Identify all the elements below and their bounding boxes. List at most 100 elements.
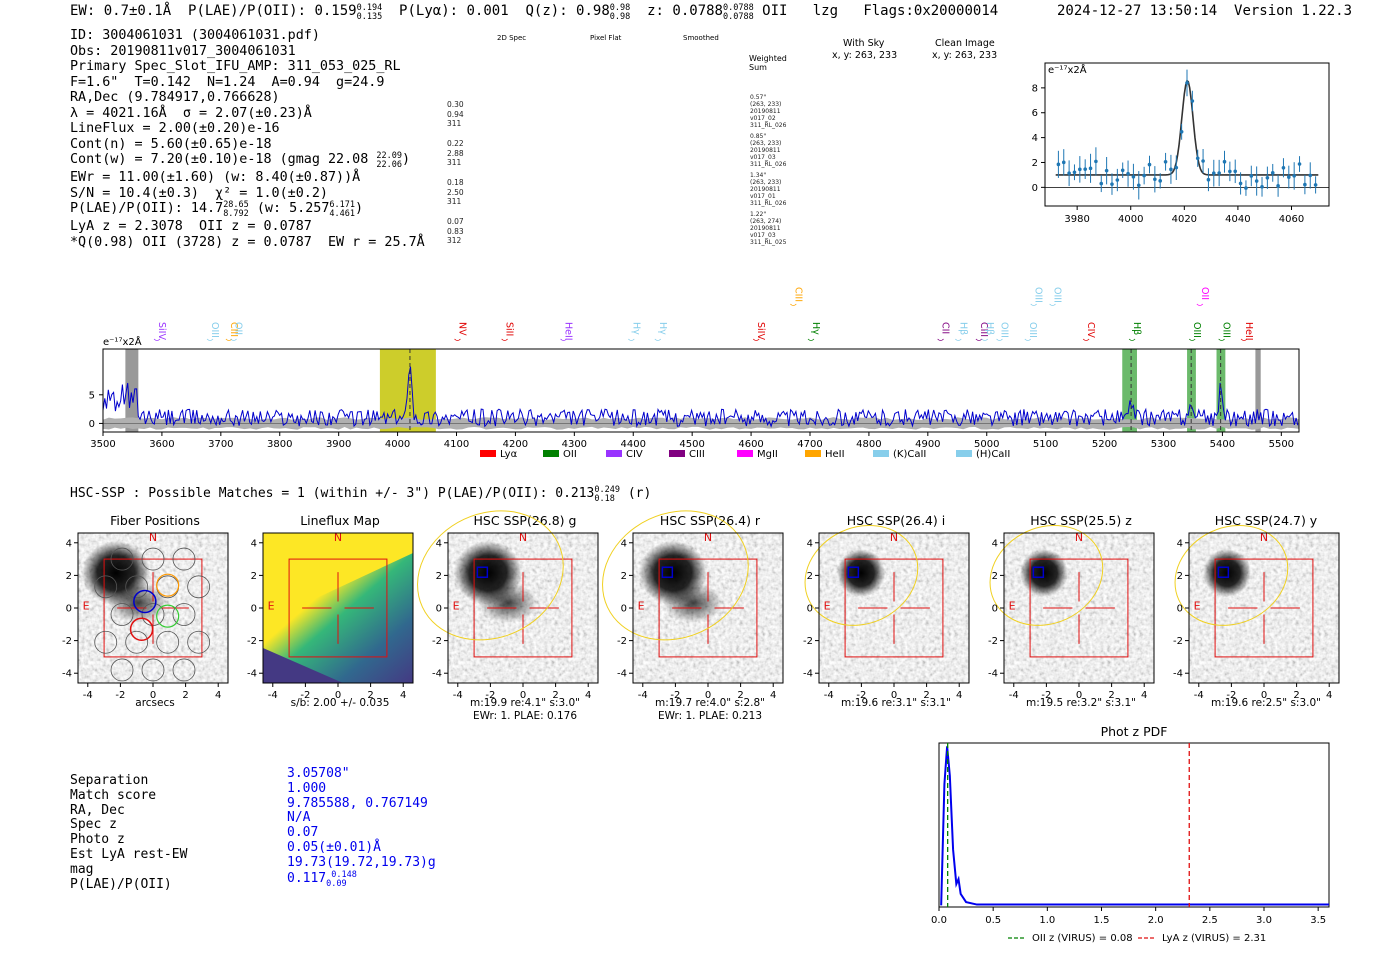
row-2-weight-0: 0.18 [447,178,464,187]
hsc-ytick-label: -4 [803,669,813,680]
east-label: E [1194,600,1201,613]
header-ew: EW: 0.7±0.1Å [70,3,172,19]
info-plae-row: P(LAE)/P(OII): 14.728.65 8.792 (w: 5.2576… [70,200,364,219]
spectrum-line-label-brace [1049,303,1056,306]
hsc-ytick-label: -2 [803,636,813,647]
spectrum-line-label: OIII [1052,287,1063,303]
row-3-2dspec [470,212,560,249]
zoom-point [1185,81,1189,85]
header-qz-lo: 0.98 [609,12,631,22]
match-label: Match score [70,787,157,803]
info-plae: P(LAE)/P(OII): 14.7 [70,201,224,216]
aperture-box [844,558,944,658]
aperture-ellipse [1174,524,1289,626]
zoom-ytick-label: 2 [1032,158,1038,169]
match-value: N/A [287,810,436,826]
spectrum-xtick-label: 4200 [503,439,528,450]
match-box [847,566,860,578]
hsc-ytick-label: 4 [66,538,72,549]
hsc-xtick-label: 0 [1076,690,1082,701]
row-0-meta: 0.57" (263, 233) 20190811 v017_02 311_RL_026 [750,94,786,129]
zoom-point [1120,168,1125,173]
legend-label: CIII [689,449,705,460]
photz-pdf-curve [940,746,1329,906]
fiber-circle [141,603,165,626]
hsc-panel-caption: arcsecs [135,697,175,709]
hsc-xtick-label: -4 [1194,690,1204,701]
fiber-circle [125,575,149,599]
info-q: *Q(0.98) OII (3728) z = 0.0787 EW r = 25… [70,234,425,250]
aperture-box [1029,558,1129,658]
info-contw-range: 22.09 22.06 [376,152,402,170]
spectrum-line-label: NV [456,322,467,336]
match-label: Photo z [70,832,125,848]
spectrum-line-label: CIII [978,322,989,337]
hsc-panel-title: Lineflux Map [300,513,380,528]
header-bar: EW: 0.7±0.1Å P(LAE)/P(OII): 0.1590.194 0.… [70,3,998,22]
north-label: N [890,531,898,544]
hsc-title-range: 0.249 0.18 [594,486,620,504]
zoom-xtick-label: 4000 [1118,214,1143,225]
spectrum-line-label: Hβ [1131,322,1142,335]
match-box [1032,566,1045,578]
hsc-title-hi: 0.249 [594,485,620,495]
spectrum-xtick-label: 4100 [444,439,469,450]
zoom-point [1136,183,1141,188]
spectrum-line-label: Hγ [657,322,668,335]
hsc-ytick-label: -4 [62,669,72,680]
lineflux-corner [263,648,343,683]
hsc-xtick-label: -2 [856,690,866,701]
aperture-ellipse [602,510,749,641]
info-plae-lo: 8.792 [223,209,249,219]
row-3-meta-1: (263, 274) [750,218,782,225]
hsc-panel-caption: m:19.6 re:3.1" s:3.1" [841,697,951,709]
zoom-point [1072,170,1077,175]
info-ewr: EWr = 11.00(±1.60) (w: 8.40(±0.87))Å [70,170,361,185]
zoom-point [1179,129,1184,134]
hsc-title-text: HSC-SSP : Possible Matches = 1 (within +… [70,486,595,501]
east-label: E [453,600,460,613]
weighted-sum-smoothed [656,46,748,84]
spectrum-line-label: OII [1199,287,1210,300]
hsc-ytick-label: 2 [1177,571,1183,582]
hsc-panel-image: N E -4 -2 0 2 4 4 2 0 -2 -4 [417,510,599,701]
photz-xtick-label: 1.5 [1094,915,1110,926]
aperture-box [473,558,573,658]
spectrum-line-label-brace [1240,338,1248,341]
hsc-xtick-label: 2 [182,690,188,701]
hsc-xtick-label: 2 [923,690,929,701]
fiber-circle [172,658,196,682]
zoom-point [1094,159,1098,164]
clean-image-title: Clean Image [935,38,995,49]
hsc-image-bg [819,533,969,683]
header-version: Version 1.22.3 [1234,3,1353,19]
header-plae-lo: 0.135 [356,12,383,22]
hsc-xtick-label: -4 [83,690,93,701]
spectrum-xtick-label: 3600 [149,439,174,450]
match-value: 19.73(19.72,19.73)g [287,854,436,871]
zoom-point [1056,162,1061,167]
hsc-ytick-label: -2 [432,636,442,647]
zoom-point [1303,182,1307,187]
galaxy-halo [663,583,723,623]
zoom-point [1228,169,1232,174]
header-z-lo: 0.0788 [722,12,754,22]
hsc-ytick-label: 4 [621,538,627,549]
spectrum-xtick-label: 4700 [797,439,822,450]
row-2-meta-0: 1.34" [750,172,767,179]
spectrum-line-label-brace [454,338,461,341]
zoom-point [1270,171,1275,175]
spectrum-xtick-label: 3500 [90,439,115,450]
match-plae-range: 0.148 0.09 [326,870,357,889]
row-1-smoothed [656,134,748,171]
info-contw-hi: 22.09 [376,151,402,161]
match-value-text: 19.73(19.72,19.73)g [287,854,436,870]
zoom-point [1206,177,1211,182]
legend-swatch [805,450,821,457]
hsc-ytick-label: -4 [617,669,627,680]
spectrum-line-label-brace [1188,338,1196,341]
match-label: RA, Dec [70,802,125,818]
info-plae-w-range: 6.171 4.461 [329,201,355,219]
hsc-panel-caption: EWr: 1. PLAE: 0.213 [657,710,763,722]
spectrum-line-label: SiIV [755,322,766,340]
